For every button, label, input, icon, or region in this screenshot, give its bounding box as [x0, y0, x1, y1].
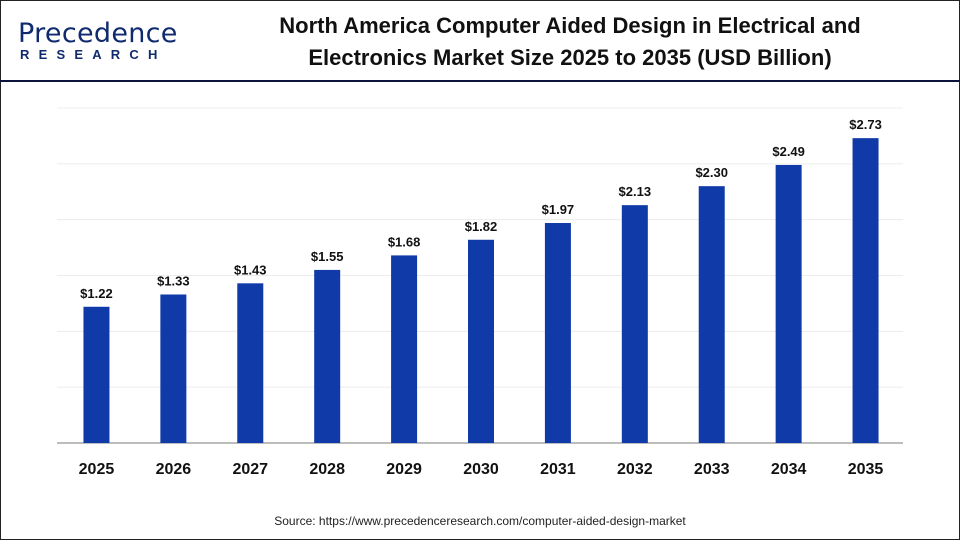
precedence-research-logo: Precedence RESEARCH	[18, 20, 177, 62]
header-divider	[0, 80, 960, 82]
bar-2034	[775, 164, 802, 443]
x-tick-label-2035: 2035	[848, 461, 884, 478]
data-label-2027: $1.43	[234, 262, 267, 277]
bar-2026	[160, 294, 187, 443]
logo-text-top: Precedence	[18, 18, 178, 49]
x-tick-label-2027: 2027	[232, 461, 268, 478]
data-label-2032: $2.13	[619, 184, 652, 199]
bar-2028	[314, 269, 341, 443]
chart-title-line-2: Electronics Market Size 2025 to 2035 (US…	[308, 45, 832, 70]
source-note: Source: https://www.precedenceresearch.c…	[274, 514, 686, 528]
x-tick-label-2032: 2032	[617, 461, 653, 478]
bar-2035	[852, 138, 879, 443]
bar-2031	[544, 223, 571, 443]
bar-2025	[83, 306, 110, 443]
data-label-2025: $1.22	[80, 286, 113, 301]
x-tick-label-2029: 2029	[386, 461, 422, 478]
bar-2027	[237, 283, 264, 443]
data-label-2033: $2.30	[695, 165, 728, 180]
x-tick-label-2034: 2034	[771, 461, 807, 478]
x-tick-label-2033: 2033	[694, 461, 730, 478]
bar-2030	[468, 239, 494, 443]
bar-2029	[391, 255, 418, 443]
data-label-2034: $2.49	[772, 144, 805, 159]
chart-title: North America Computer Aided Design in E…	[200, 10, 940, 74]
logo-text-bottom: RESEARCH	[20, 47, 167, 62]
data-label-2031: $1.97	[542, 202, 575, 217]
data-label-2026: $1.33	[157, 273, 190, 288]
data-label-2030: $1.82	[465, 219, 498, 234]
data-label-2029: $1.68	[388, 234, 421, 249]
data-label-2028: $1.55	[311, 249, 344, 264]
x-tick-label-2031: 2031	[540, 461, 576, 478]
bar-2033	[698, 186, 725, 443]
x-tick-label-2026: 2026	[156, 461, 192, 478]
bar-2032	[621, 205, 648, 443]
x-tick-label-2030: 2030	[463, 461, 499, 478]
x-tick-label-2025: 2025	[79, 461, 115, 478]
data-label-2035: $2.73	[849, 117, 882, 132]
chart-title-line-1: North America Computer Aided Design in E…	[279, 13, 861, 38]
x-tick-label-2028: 2028	[309, 461, 345, 478]
